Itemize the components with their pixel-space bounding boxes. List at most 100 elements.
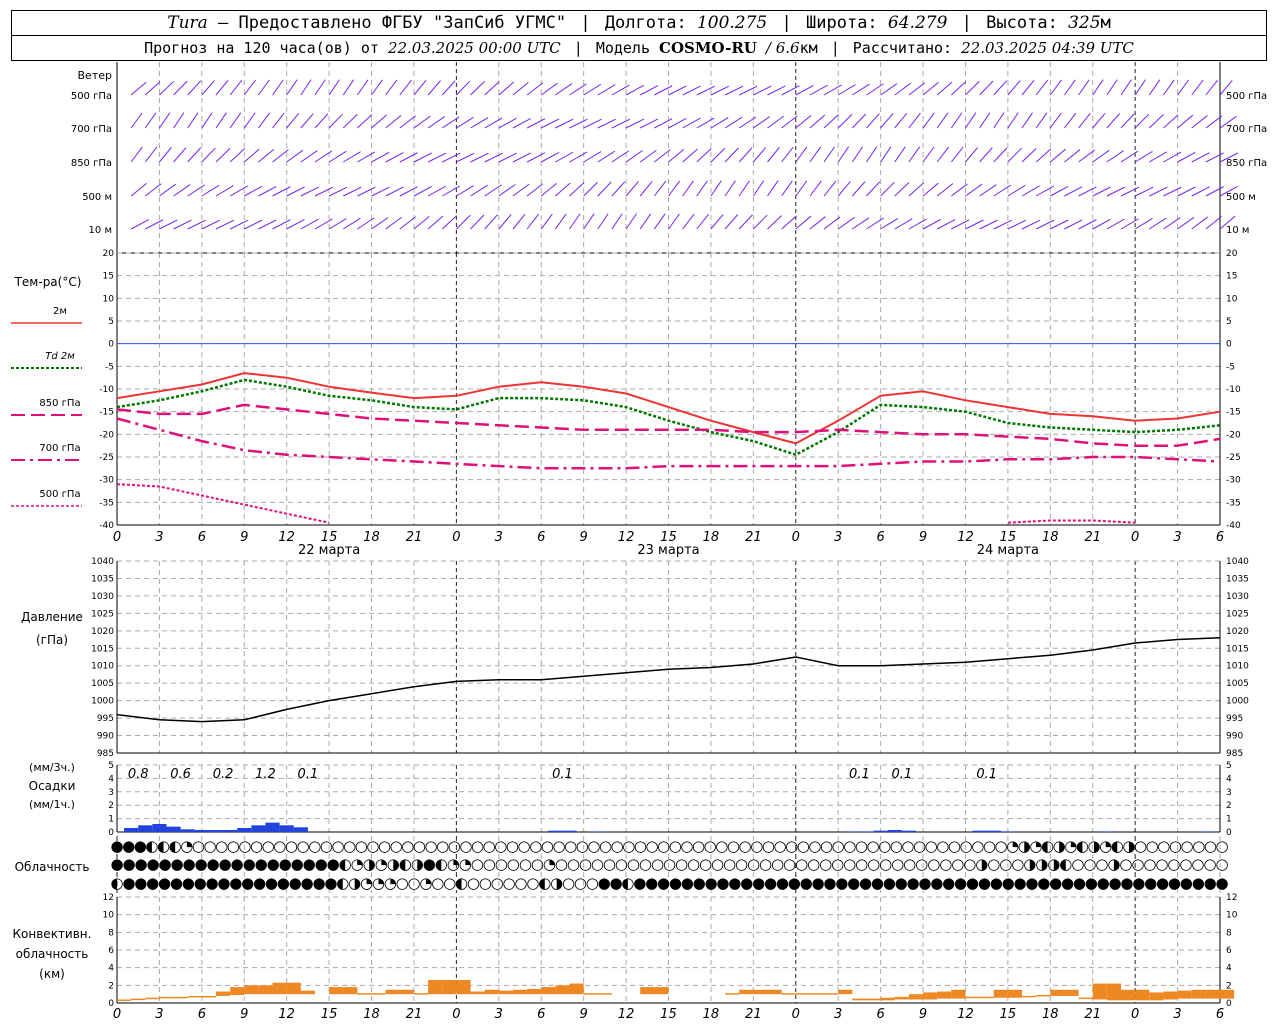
wind-barb-icon [385,216,403,230]
cloud-cover-icon: ◑ [1047,855,1060,873]
wind-barb-icon [159,183,176,197]
wind-barb-icon [710,180,722,197]
precip-unit2: (мм/1ч.) [29,798,75,811]
wind-barb-icon [668,148,685,163]
wind-barb-icon [1149,151,1168,163]
wind-barb-icon [229,112,242,129]
cloud-cover-icon: ● [243,855,256,873]
precip-label: 0.8 [128,767,149,782]
wind-barb-icon [611,181,626,197]
precip-label: 0.6 [170,767,191,782]
cloud-cover-icon: ● [966,874,979,892]
cloud-cover-icon: ● [847,874,860,892]
cloud-cover-icon: ◐ [455,874,468,892]
wind-barb-icon [724,85,744,96]
temp-time-tick: 6 [198,530,206,545]
wind-barb-icon [809,114,826,129]
wind-barb-icon [498,152,517,163]
wind-barb-icon [753,85,772,96]
wind-barb-icon [752,180,765,197]
cloud-cover-icon: ● [170,874,183,892]
wind-barb-icon [569,182,585,197]
cloud-cover-icon: ● [859,874,872,892]
wind-barb-icon [173,184,191,197]
conv-time-tick: 18 [1042,1007,1059,1022]
wind-barb-icon [710,214,724,230]
cloud-cover-icon: ● [277,874,290,892]
temp-legend-label: 700 гПа [39,443,80,454]
wind-barb-icon [696,117,715,129]
convective-bar [527,988,542,995]
wind-barb-icon [696,148,712,163]
cloud-cover-icon: ○ [983,837,996,855]
wind-barb-icon [1050,185,1069,197]
cloud-cover-icon: ◑ [348,874,361,892]
conv-panel-ytick-left: 6 [108,946,114,956]
wind-level-left: 850 гПа [71,158,112,169]
wind-barb-icon [653,213,666,230]
wind-barb-icon [484,184,502,197]
wind-barb-icon [385,152,404,163]
temp-time-tick: 3 [834,530,842,545]
wind-barb-icon [851,181,866,197]
wind-barb-icon [922,112,935,129]
wind-barb-icon [1106,150,1124,163]
header-dash: – [218,13,229,33]
wind-barb-icon [484,81,500,96]
cloud-cover-icon: ○ [1203,855,1216,873]
cloud-cover-icon: ○ [634,837,647,855]
pressure-panel-ytick-right: 1010 [1226,662,1249,672]
wind-barb-icon [724,116,743,129]
cloud-cover-icon: ● [423,855,436,873]
wind-barb-icon [272,186,291,197]
wind-barb-icon [1049,112,1062,129]
pressure-panel-ytick-left: 990 [97,732,114,742]
wind-barb-icon [993,80,1008,96]
wind-barb-icon [894,182,910,197]
cloud-cover-icon: ● [764,874,777,892]
wind-barb-icon [215,185,234,197]
wind-barb-icon [357,151,376,163]
cloud-cover-icon: ○ [963,855,976,873]
cloud-cover-icon: ○ [431,874,444,892]
wind-barb-icon [682,85,701,96]
conv-panel-ytick-right: 2 [1226,981,1232,991]
cloud-cover-icon: ● [195,855,208,873]
wind-barb-icon [526,118,546,129]
wind-barb-icon [201,184,220,197]
wind-barb-icon [866,83,884,96]
cloud-cover-icon: ○ [759,855,772,873]
conv-time-tick: 0 [1131,1007,1139,1022]
wind-barb-icon [724,147,739,163]
wind-barb-icon [738,116,757,129]
wind-barb-icon [950,81,967,96]
wind-barb-icon [823,180,837,197]
wind-barb-icon [965,147,979,163]
wind-barb-icon [1064,219,1083,230]
wind-barb-icon [215,112,227,129]
wind-barb-icon [314,79,326,96]
cloud-cover-icon: ○ [378,837,391,855]
cloud-cover-icon: ● [740,874,753,892]
cloud-cover-icon: ● [633,874,646,892]
wind-barb-icon [965,183,983,197]
cloud-cover-icon: ◐ [399,855,412,873]
wind-barb-icon [809,216,826,230]
convective-bar [583,993,598,995]
cloud-cover-icon: ◔ [543,855,556,873]
wind-barb-icon [795,180,808,197]
cloud-cover-icon: ○ [576,837,589,855]
precip-bar [590,831,605,832]
convective-bar [767,989,782,995]
convective-bar [456,980,471,995]
wind-barb-icon [258,186,277,197]
pressure-panel-ytick-left: 1015 [91,644,114,654]
wind-barb-icon [1191,79,1204,96]
conv-time-tick: 18 [703,1007,720,1022]
wind-barb-icon [738,214,753,230]
wind-barb-icon [413,186,432,197]
cloud-cover-icon: ○ [390,837,403,855]
wind-barb-icon [668,213,680,230]
wind-barb-icon [357,114,373,129]
wind-barb-icon [837,146,850,163]
